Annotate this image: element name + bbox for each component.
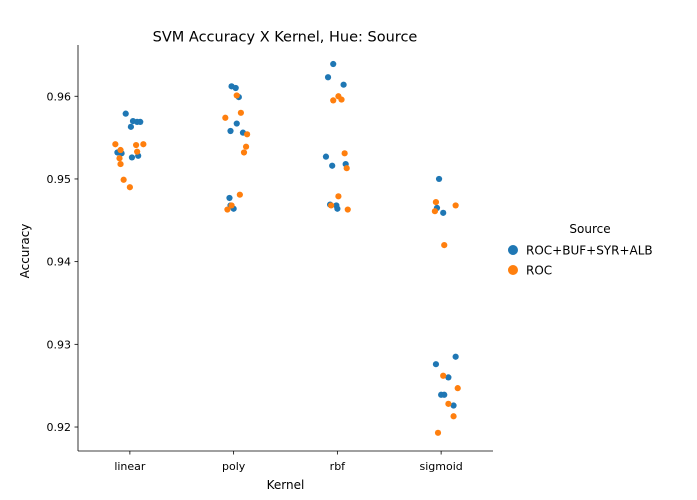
y-tick-label: 0.93 [47, 338, 72, 351]
data-point-roc [244, 131, 251, 138]
data-point-roc-buf-syr-alb [435, 175, 443, 183]
data-point-roc-buf-syr-alb [127, 123, 135, 130]
data-point-roc [242, 143, 250, 150]
data-point-roc-buf-syr-alb [452, 353, 459, 360]
legend-marker-roc-buf-syr-alb [508, 245, 518, 255]
data-point-roc [117, 146, 124, 154]
data-point-roc [452, 202, 459, 209]
data-point-roc [233, 92, 240, 99]
data-point-roc-buf-syr-alb [441, 391, 448, 398]
data-point-roc-buf-syr-alb [440, 209, 447, 216]
data-point-roc [432, 199, 440, 206]
data-point-roc [240, 149, 248, 156]
x-tick-label: rbf [330, 460, 347, 473]
legend-marker-roc [508, 265, 518, 275]
data-point-roc [450, 413, 457, 420]
data-point-roc [328, 202, 335, 209]
y-axis-label: Accuracy [18, 224, 32, 279]
data-point-roc-buf-syr-alb [324, 74, 332, 81]
data-point-roc-buf-syr-alb [330, 60, 337, 68]
data-point-roc [341, 150, 348, 157]
data-point-roc [440, 372, 447, 379]
data-point-roc [236, 191, 243, 198]
data-point-roc [441, 242, 448, 249]
data-point-roc-buf-syr-alb [232, 84, 239, 92]
y-ticks: 0.92 0.93 0.94 0.95 0.96 [47, 90, 78, 434]
data-point-roc [335, 193, 342, 200]
data-point-roc [330, 97, 337, 104]
data-point-roc [140, 141, 147, 148]
data-point-roc [454, 385, 461, 392]
x-tick-label: poly [222, 460, 246, 473]
data-point-roc [116, 155, 123, 162]
data-point-roc [112, 141, 119, 148]
data-point-roc-buf-syr-alb [322, 153, 330, 160]
data-point-roc-buf-syr-alb [226, 194, 233, 202]
legend-title: Source [569, 222, 610, 236]
x-axis-label: Kernel [267, 478, 305, 492]
plot-area [112, 60, 461, 436]
y-tick-label: 0.94 [47, 256, 72, 269]
data-point-roc [343, 165, 350, 172]
data-point-roc-buf-syr-alb [128, 154, 136, 161]
data-point-roc-buf-syr-alb [432, 361, 440, 368]
data-point-roc-buf-syr-alb [334, 205, 341, 212]
data-point-roc [338, 96, 345, 103]
y-tick-label: 0.96 [47, 90, 72, 103]
data-point-roc-buf-syr-alb [227, 127, 234, 135]
data-point-roc [237, 109, 244, 116]
y-tick-label: 0.95 [47, 173, 72, 186]
x-tick-label: linear [114, 460, 146, 473]
legend-label-roc-buf-syr-alb: ROC+BUF+SYR+ALB [526, 244, 653, 258]
data-point-roc [224, 206, 231, 213]
data-point-roc [117, 160, 124, 168]
axes [77, 45, 493, 452]
chart-title: SVM Accuracy X Kernel, Hue: Source [153, 30, 418, 46]
data-point-roc-buf-syr-alb [137, 118, 144, 125]
x-ticks: linear poly rbf sigmoid [114, 451, 463, 473]
data-point-roc-buf-syr-alb [340, 81, 347, 88]
data-point-roc [445, 400, 452, 407]
x-tick-label: sigmoid [419, 460, 462, 473]
data-point-roc [431, 208, 438, 215]
data-point-roc [126, 184, 133, 191]
data-point-roc-buf-syr-alb [233, 120, 240, 127]
data-point-roc [434, 429, 442, 436]
data-point-roc [133, 141, 140, 149]
data-point-roc [222, 114, 229, 121]
data-point-roc-buf-syr-alb [445, 374, 452, 381]
data-point-roc [134, 148, 141, 155]
data-point-roc-buf-syr-alb [122, 110, 129, 117]
data-point-roc-buf-syr-alb [450, 402, 457, 409]
data-point-roc-buf-syr-alb [329, 162, 336, 169]
y-tick-label: 0.92 [47, 421, 72, 434]
data-point-roc [120, 176, 127, 183]
data-point-roc [344, 206, 351, 213]
data-point-roc [228, 202, 235, 209]
legend: Source ROC+BUF+SYR+ALB ROC [508, 222, 653, 278]
legend-label-roc: ROC [526, 264, 552, 278]
